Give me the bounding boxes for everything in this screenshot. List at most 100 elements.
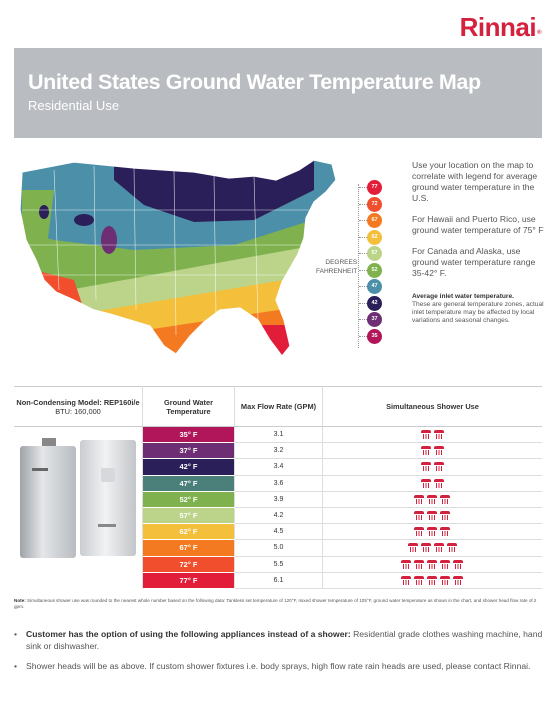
shower-count-cell	[322, 442, 542, 460]
legend-tick	[359, 203, 367, 205]
legend-tick	[359, 236, 367, 238]
flow-column-header: Max Flow Rate (GPM)	[234, 386, 323, 427]
heater-interior-image	[80, 439, 136, 556]
shower-icon	[401, 559, 412, 569]
legend-dot-37: 37	[367, 312, 382, 327]
shower-count-cell	[322, 556, 542, 573]
shower-count-cell	[322, 491, 542, 508]
shower-icon	[440, 494, 451, 504]
flow-rate-cell: 3.1	[234, 426, 323, 444]
footnote: Note: Simultaneous shower use was rounde…	[14, 598, 537, 609]
bullet-shower-heads: Shower heads will be as above. If custom…	[14, 660, 544, 672]
instruction-canada: For Canada and Alaska, use ground water …	[412, 246, 536, 278]
shower-count-cell	[322, 539, 542, 557]
shower-icon	[440, 575, 451, 585]
shower-count-cell	[322, 475, 542, 492]
legend-dot-42: 42	[367, 295, 382, 311]
shower-icon	[401, 575, 412, 585]
flow-rate-cell: 5.0	[234, 539, 323, 557]
legend-tick	[359, 220, 367, 221]
legend-tick	[359, 187, 367, 188]
avg-inlet-text: These are general temperature zones, act…	[412, 301, 544, 324]
shower-icon	[440, 511, 451, 521]
flow-rate-cell: 3.6	[234, 475, 323, 492]
heater-exterior-logo	[32, 467, 48, 471]
flow-rate-cell: 3.2	[234, 442, 323, 460]
heater-interior-logo	[98, 523, 116, 527]
temp-cell: 52° F	[142, 491, 235, 508]
page-title: United States Ground Water Temperature M…	[28, 70, 481, 94]
bullet-appliances: Customer has the option of using the fol…	[14, 628, 544, 652]
flow-rate-table: Non-Condensing Model: REP160i/e BTU: 160…	[14, 386, 542, 589]
temp-cell: 67° F	[142, 539, 235, 557]
shower-count-cell	[322, 523, 542, 541]
heater-exterior-image	[20, 445, 76, 558]
shower-count-cell	[322, 507, 542, 525]
shower-icon	[427, 575, 438, 585]
map-instructions: Use your location on the map to correlat…	[412, 160, 547, 325]
legend-tick	[359, 335, 367, 337]
temp-cell: 42° F	[142, 458, 235, 476]
flow-rate-cell: 3.4	[234, 458, 323, 476]
table-row: 62° F 4.5	[14, 523, 542, 541]
flow-rate-cell: 3.9	[234, 491, 323, 508]
shower-icon	[420, 430, 432, 440]
shower-icon	[414, 494, 425, 504]
shower-icon	[414, 559, 425, 569]
table-row: 37° F 3.2	[14, 442, 542, 460]
table-row: 57° F 4.2	[14, 507, 542, 525]
temp-cell: 57° F	[142, 507, 235, 525]
page-subtitle: Residential Use	[28, 98, 120, 113]
temp-cell: 72° F	[142, 556, 235, 573]
flow-rate-cell: 4.2	[234, 507, 323, 525]
table-row: 67° F 5.0	[14, 539, 542, 557]
flow-rate-cell: 6.1	[234, 572, 323, 589]
legend-unit-label: DEGREES FAHRENHEIT	[316, 259, 358, 275]
shower-icon	[420, 478, 432, 488]
shower-icon	[433, 462, 445, 472]
flow-rate-cell: 5.5	[234, 556, 323, 573]
table-row: 35° F 3.1	[14, 426, 542, 589]
shower-column-header: Simultaneous Shower Use	[322, 386, 542, 427]
shower-icon	[420, 462, 432, 472]
shower-icon	[414, 527, 425, 537]
legend-dot-52: 52	[367, 262, 382, 278]
shower-icon	[427, 511, 438, 521]
shower-icon	[433, 543, 445, 553]
shower-icon	[440, 559, 451, 569]
shower-icon	[407, 543, 419, 553]
shower-icon	[433, 430, 445, 440]
us-map-graphic	[19, 159, 337, 357]
legend-dot-77: 77	[367, 180, 382, 195]
avg-inlet-heading: Average inlet water temperature.	[412, 293, 514, 300]
legend-dot-72: 72	[367, 196, 382, 212]
rinnai-logo: Rinnai®	[459, 12, 542, 42]
shower-icon	[446, 543, 458, 553]
instruction-hawaii: For Hawaii and Puerto Rico, use ground w…	[412, 214, 544, 235]
shower-count-cell	[322, 572, 542, 589]
temp-cell: 62° F	[142, 523, 235, 541]
legend-dot-67: 67	[367, 213, 382, 228]
temp-cell: 35° F	[142, 426, 235, 444]
temp-cell: 47° F	[142, 475, 235, 492]
shower-count-cell	[322, 426, 542, 444]
shower-icon	[433, 478, 445, 488]
temp-cell: 77° F	[142, 572, 235, 589]
legend-tick	[359, 302, 367, 304]
legend-tick	[359, 319, 367, 320]
legend-tick	[359, 269, 367, 271]
shower-count-cell	[322, 458, 542, 476]
shower-icon	[420, 543, 432, 553]
shower-icon	[427, 494, 438, 504]
shower-icon	[414, 511, 425, 521]
shower-icon	[440, 527, 451, 537]
legend-dot-47: 47	[367, 279, 382, 294]
instruction-location: Use your location on the map to correlat…	[412, 160, 538, 203]
shower-icon	[414, 575, 425, 585]
shower-icon	[427, 527, 438, 537]
temp-column-header: Ground Water Temperature	[142, 386, 235, 427]
shower-icon	[433, 446, 445, 456]
table-row: 42° F 3.4	[14, 458, 542, 476]
legend-tick	[359, 286, 367, 287]
table-row: 72° F 5.5	[14, 556, 542, 573]
